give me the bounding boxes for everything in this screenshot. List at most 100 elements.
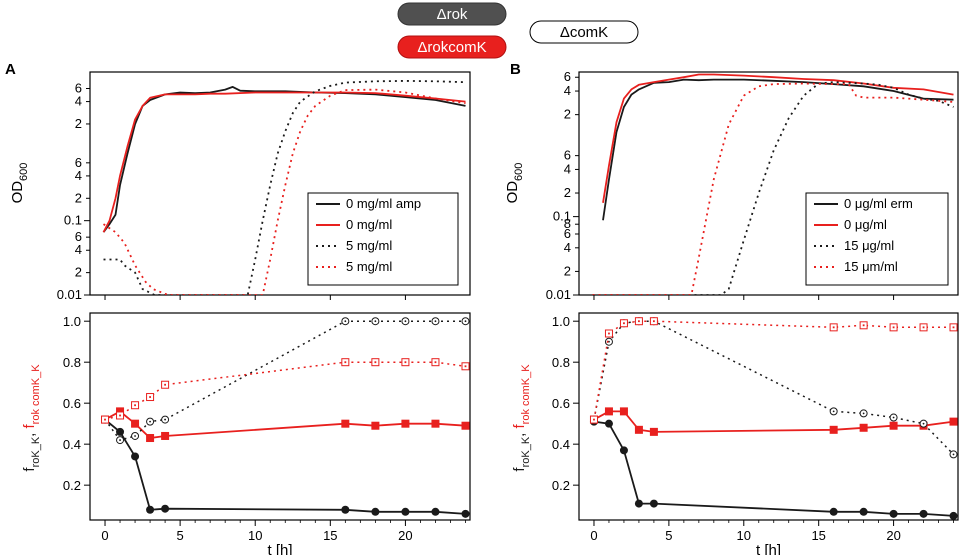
top-ytick-label: 6 (564, 69, 571, 84)
data-point-center (404, 320, 407, 323)
bottom-ytick-label: 0.8 (63, 355, 81, 370)
bottom-ytick-label: 1.0 (63, 314, 81, 329)
top-ytick-label: 0.01 (546, 287, 571, 302)
top-ytick-label: 0.1 (64, 213, 82, 228)
bottom-plot-frame (578, 312, 959, 521)
data-point (401, 419, 410, 428)
top-ylabel: OD600 (9, 163, 30, 204)
top-series-line-0 (602, 78, 954, 221)
data-point-center (464, 365, 467, 368)
data-point-center (832, 326, 835, 329)
data-point-center (653, 320, 655, 323)
data-point (146, 505, 155, 514)
bottom-xtick-label: 10 (737, 528, 751, 543)
data-point (131, 452, 140, 461)
top-legend: 0 mg/ml amp 0 mg/ml 5 mg/ml 5 mg/ml (307, 192, 459, 286)
data-point-center (892, 326, 895, 329)
legend-entry-label: 5 mg/ml (346, 238, 392, 253)
bottom-ytick-label: 0.2 (552, 478, 570, 493)
bottom-xtick-label: 5 (177, 528, 184, 543)
data-point (649, 499, 658, 508)
legend-entry-label: 15 μg/ml (844, 238, 894, 253)
data-point (431, 419, 440, 428)
data-point-center (344, 320, 347, 323)
data-point (859, 423, 868, 432)
data-point (401, 507, 410, 516)
legend-entry-label: 5 mg/ml (346, 259, 392, 274)
data-point (116, 427, 125, 436)
ylabel-sub-black: roK_K (520, 436, 532, 467)
top-ytick-label: 2 (564, 107, 571, 122)
data-point-center (434, 361, 437, 364)
ylabel-f-black: f (21, 467, 38, 472)
bottom-series-line-2 (104, 320, 466, 441)
top-ytick-label: 2 (564, 263, 571, 278)
strain-legend: Δrok ΔrokcomK ΔcomK (397, 2, 639, 59)
data-point (161, 431, 170, 440)
top-ytick-label: 0.1 (553, 209, 571, 224)
data-point (371, 421, 380, 430)
legend-pill-comk (529, 20, 639, 44)
data-point (161, 504, 170, 513)
bottom-ytick-label: 0.6 (63, 396, 81, 411)
bottom-series-line-0 (593, 420, 954, 517)
top-ylabel-sub: 600 (513, 163, 525, 181)
data-point-center (892, 416, 895, 419)
data-point (634, 499, 643, 508)
bottom-xtick-label: 0 (101, 528, 108, 543)
data-point (604, 419, 613, 428)
ylabel-f-black: f (511, 467, 528, 472)
bottom-ytick-label: 1.0 (552, 314, 570, 329)
top-ytick-label: 4 (75, 242, 82, 257)
data-point-center (374, 320, 377, 323)
data-point-center (374, 361, 377, 364)
data-point (829, 425, 838, 434)
data-point (949, 511, 958, 520)
data-point-center (862, 412, 865, 415)
data-point (371, 507, 380, 516)
top-plot-frame (578, 71, 959, 296)
data-point-center (434, 320, 437, 323)
top-series-line-2 (592, 81, 954, 295)
top-plot-frame (89, 71, 471, 296)
ylabel-f-red: f (21, 424, 38, 429)
bottom-ytick-label: 0.4 (63, 437, 81, 452)
data-point-center (164, 418, 166, 421)
top-ytick-label: 4 (75, 94, 82, 109)
bottom-series-line-1 (104, 410, 466, 439)
top-ytick-label: 4 (564, 83, 571, 98)
bottom-series-line-1 (593, 410, 954, 433)
data-point-center (832, 410, 835, 413)
ylabel-sub-black: roK_K (30, 436, 42, 467)
top-ytick-label: 6 (75, 80, 82, 95)
data-point-center (149, 396, 151, 398)
bottom-plot: 0.20.40.60.81.00 5 10 15 20t [h]froK_K, frok… (21, 312, 471, 555)
top-ytick-label: 2 (75, 265, 82, 280)
bottom-xtick-label: 15 (811, 528, 825, 543)
bottom-series-line-2 (593, 320, 955, 455)
bottom-ylabel: froK_K, frok comK_K (511, 364, 532, 472)
bottom-xlabel: t [h] (756, 542, 781, 555)
bottom-series-line-0 (104, 418, 466, 515)
data-point-center (608, 340, 610, 343)
top-ylabel-main: OD (504, 181, 521, 204)
legend-pill-rokcomk (397, 35, 507, 59)
top-series-line-3 (592, 82, 954, 295)
bottom-ytick-label: 0.6 (552, 396, 570, 411)
data-point-center (608, 332, 610, 335)
data-point (649, 427, 658, 436)
data-point (461, 421, 470, 430)
legend-box (307, 192, 459, 286)
bottom-ytick-label: 0.8 (552, 355, 570, 370)
data-point-center (134, 404, 136, 407)
top-series-line-2 (103, 80, 466, 295)
panel-letter-b: B (510, 61, 521, 78)
data-point-center (164, 383, 166, 386)
bottom-xtick-label: 5 (665, 528, 672, 543)
top-ytick-label: 2 (75, 116, 82, 131)
data-point (829, 507, 838, 516)
